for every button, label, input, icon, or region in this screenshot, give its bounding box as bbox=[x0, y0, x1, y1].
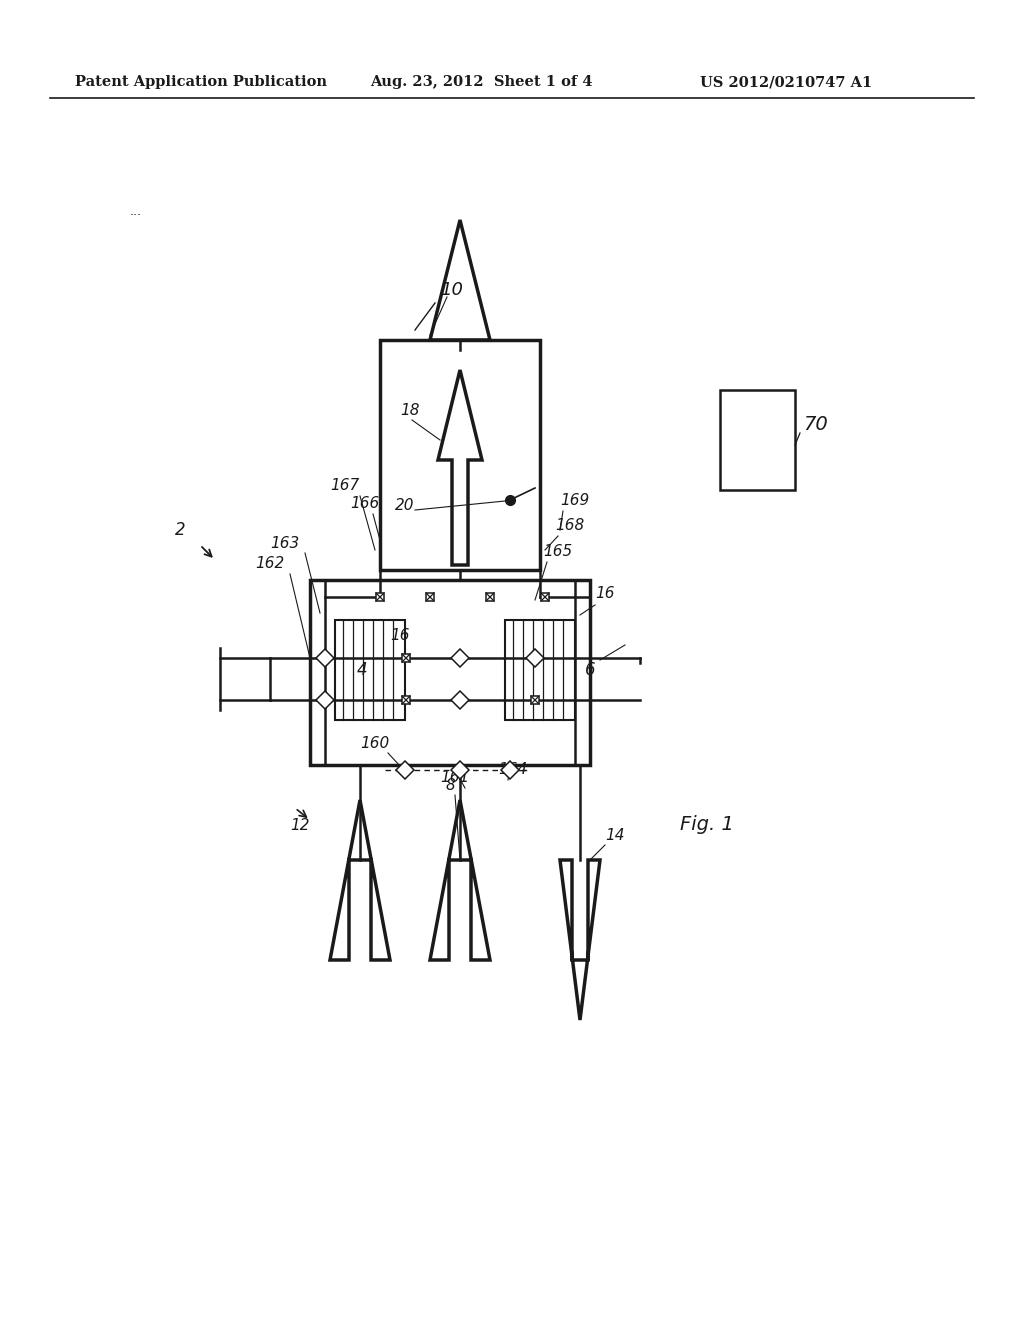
Text: 169: 169 bbox=[560, 492, 589, 508]
Polygon shape bbox=[396, 762, 414, 779]
Bar bbox=[335, 620, 406, 719]
Polygon shape bbox=[316, 649, 334, 667]
Polygon shape bbox=[451, 649, 469, 667]
Text: 165: 165 bbox=[543, 544, 572, 558]
Text: 2: 2 bbox=[175, 521, 185, 539]
Polygon shape bbox=[316, 690, 334, 709]
Bar bbox=[402, 653, 410, 663]
Bar bbox=[720, 389, 795, 490]
Polygon shape bbox=[501, 762, 519, 779]
Bar bbox=[310, 579, 590, 766]
Text: ...: ... bbox=[130, 205, 142, 218]
Bar bbox=[541, 593, 549, 601]
Bar bbox=[426, 593, 434, 601]
Bar bbox=[531, 696, 539, 704]
Text: 161: 161 bbox=[440, 770, 469, 785]
Bar bbox=[402, 696, 410, 704]
Polygon shape bbox=[451, 690, 469, 709]
Polygon shape bbox=[451, 762, 469, 779]
Polygon shape bbox=[526, 649, 544, 667]
Text: 162: 162 bbox=[255, 556, 285, 572]
Text: US 2012/0210747 A1: US 2012/0210747 A1 bbox=[700, 75, 872, 88]
Bar bbox=[376, 593, 384, 601]
Text: 164: 164 bbox=[498, 762, 527, 777]
Text: Fig. 1: Fig. 1 bbox=[680, 814, 734, 834]
Text: 4: 4 bbox=[357, 661, 368, 678]
Text: 163: 163 bbox=[270, 536, 299, 550]
Bar bbox=[486, 593, 494, 601]
Text: 168: 168 bbox=[555, 517, 585, 533]
Text: 18: 18 bbox=[400, 403, 420, 418]
Text: 166: 166 bbox=[350, 496, 379, 511]
Text: Aug. 23, 2012  Sheet 1 of 4: Aug. 23, 2012 Sheet 1 of 4 bbox=[370, 75, 593, 88]
Bar bbox=[505, 620, 575, 719]
Text: 16: 16 bbox=[390, 628, 410, 643]
Text: 20: 20 bbox=[395, 498, 415, 513]
Text: 8: 8 bbox=[445, 777, 455, 793]
Text: 16: 16 bbox=[595, 586, 614, 601]
Text: 160: 160 bbox=[360, 737, 389, 751]
Text: 6: 6 bbox=[585, 661, 596, 678]
Text: 12: 12 bbox=[290, 818, 309, 833]
Bar bbox=[380, 341, 540, 570]
Text: 70: 70 bbox=[803, 414, 827, 434]
Text: Patent Application Publication: Patent Application Publication bbox=[75, 75, 327, 88]
Text: 167: 167 bbox=[330, 478, 359, 492]
Text: 14: 14 bbox=[605, 828, 625, 843]
Text: 10: 10 bbox=[440, 281, 463, 300]
